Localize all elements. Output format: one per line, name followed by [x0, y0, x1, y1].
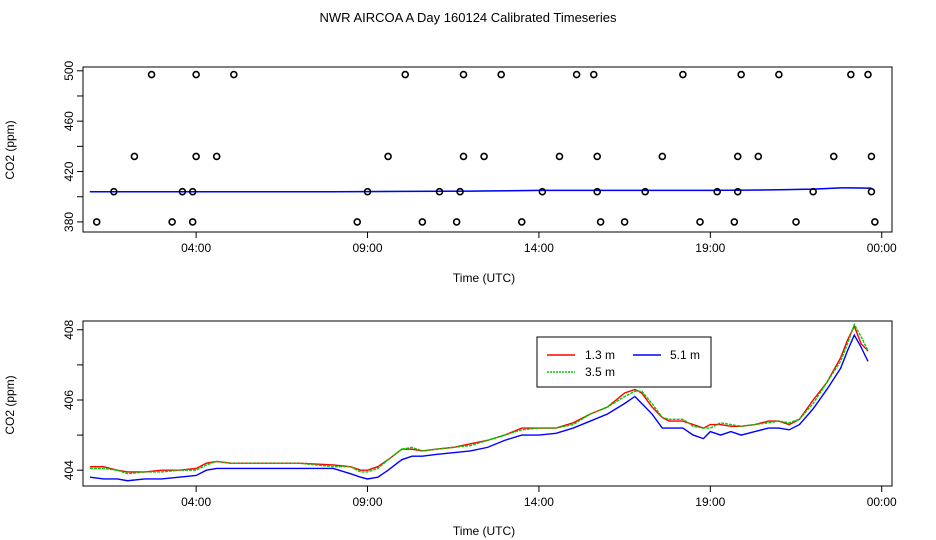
- top-y-tick-label: 420: [62, 161, 76, 181]
- scatter-point: [847, 70, 855, 79]
- top-y-axis: 380 420 460 500: [62, 60, 83, 232]
- legend-box: [536, 336, 712, 388]
- scatter-point: [864, 70, 872, 79]
- scatter-point: [384, 152, 392, 161]
- top-line-series: [89, 187, 872, 193]
- scatter-point: [596, 218, 605, 226]
- scatter-point: [363, 187, 372, 196]
- legend-label-5-1m: 5.1 m: [670, 348, 700, 362]
- scatter-point: [792, 218, 800, 226]
- scatter-point: [188, 187, 197, 196]
- bottom-x-tick-label: 00:00: [867, 495, 897, 509]
- bottom-y-axis-label: CO2 (ppm): [3, 375, 17, 434]
- scatter-point: [459, 70, 468, 79]
- bottom-line-series: [89, 322, 869, 482]
- scatter-point: [679, 70, 687, 79]
- bottom-y-tick-label: 404: [62, 460, 76, 480]
- scatter-point: [401, 70, 410, 79]
- bottom-y-tick-label: 408: [62, 319, 76, 339]
- scatter-point: [212, 152, 221, 161]
- scatter-point: [168, 218, 176, 226]
- scatter-point: [867, 152, 876, 161]
- series-line-3-5-m: [89, 322, 869, 475]
- scatter-point: [696, 218, 704, 226]
- bottom-x-tick-label: 19:00: [695, 495, 725, 509]
- top-y-axis-label: CO2 (ppm): [3, 120, 17, 179]
- scatter-point: [130, 152, 139, 161]
- bottom-x-axis-label: Time (UTC): [453, 524, 515, 538]
- scatter-point: [230, 70, 238, 79]
- top-x-tick-label: 00:00: [867, 241, 897, 255]
- legend-label-1-3m: 1.3 m: [585, 348, 615, 362]
- scatter-point: [456, 187, 464, 196]
- scatter-point: [658, 152, 667, 161]
- scatter-point: [92, 218, 101, 226]
- scatter-point: [829, 152, 838, 161]
- legend: 1.3 m 3.5 m 5.1 m: [536, 336, 712, 388]
- scatter-point: [192, 152, 200, 161]
- scatter-point: [871, 218, 879, 226]
- scatter-point: [733, 152, 742, 161]
- top-x-axis: 04:00 09:00 14:00 19:00 00:00: [181, 232, 897, 255]
- scatter-point: [538, 187, 547, 196]
- bottom-y-axis: 404 406 408: [62, 319, 83, 480]
- scatter-point: [435, 187, 444, 196]
- bottom-x-axis: 04:00 09:00 14:00 19:00 00:00: [181, 486, 897, 509]
- scatter-point: [452, 218, 461, 226]
- top-y-tick-label: 380: [62, 212, 76, 232]
- legend-label-3-5m: 3.5 m: [585, 365, 615, 379]
- chart-title: NWR AIRCOA A Day 160124 Calibrated Times…: [320, 10, 617, 25]
- bottom-y-tick-label: 406: [62, 390, 76, 410]
- scatter-point: [480, 152, 488, 161]
- bottom-x-tick-label: 04:00: [181, 495, 211, 509]
- scatter-point: [497, 70, 506, 79]
- scatter-point: [188, 218, 197, 226]
- top-y-tick-label: 460: [62, 111, 76, 131]
- top-x-axis-label: Time (UTC): [453, 271, 515, 285]
- top-x-tick-label: 19:00: [695, 241, 725, 255]
- top-plot-frame: [82, 66, 893, 233]
- scatter-point: [733, 187, 742, 196]
- scatter-point: [418, 218, 427, 226]
- scatter-point: [641, 187, 649, 196]
- scatter-point: [809, 187, 817, 196]
- scatter-point: [192, 70, 200, 79]
- series-line-1-3-m: [89, 324, 869, 473]
- bottom-x-tick-label: 14:00: [524, 495, 554, 509]
- top-series-blue: [89, 187, 872, 193]
- scatter-point: [620, 218, 629, 226]
- scatter-point: [593, 152, 601, 161]
- scatter-point: [353, 218, 362, 226]
- scatter-point: [572, 70, 581, 79]
- top-x-tick-label: 09:00: [353, 241, 383, 255]
- scatter-point: [555, 152, 564, 161]
- scatter-point: [593, 187, 601, 196]
- scatter-point: [775, 70, 783, 79]
- bottom-plot-frame: [82, 320, 893, 487]
- top-x-tick-label: 14:00: [524, 241, 554, 255]
- scatter-point: [754, 152, 763, 161]
- scatter-point: [867, 187, 876, 196]
- scatter-point: [730, 218, 739, 226]
- scatter-point: [110, 187, 118, 196]
- top-y-tick-label: 500: [62, 60, 76, 80]
- scatter-point: [178, 187, 187, 196]
- scatter-point: [589, 70, 598, 79]
- top-x-tick-label: 04:00: [181, 241, 211, 255]
- scatter-point: [517, 218, 526, 226]
- bottom-x-tick-label: 09:00: [353, 495, 383, 509]
- scatter-point: [713, 187, 721, 196]
- bottom-panel: 04:00 09:00 14:00 19:00 00:00 404 406 408 Time…: [3, 319, 897, 538]
- scatter-point: [737, 70, 745, 79]
- scatter-point: [147, 70, 156, 79]
- scatter-point: [459, 152, 468, 161]
- top-panel: 04:00 09:00 14:00 19:00 00:00 380 420 460 500 T…: [3, 60, 897, 285]
- top-scatter-points: [92, 70, 879, 226]
- series-line-5-1-m: [89, 333, 869, 482]
